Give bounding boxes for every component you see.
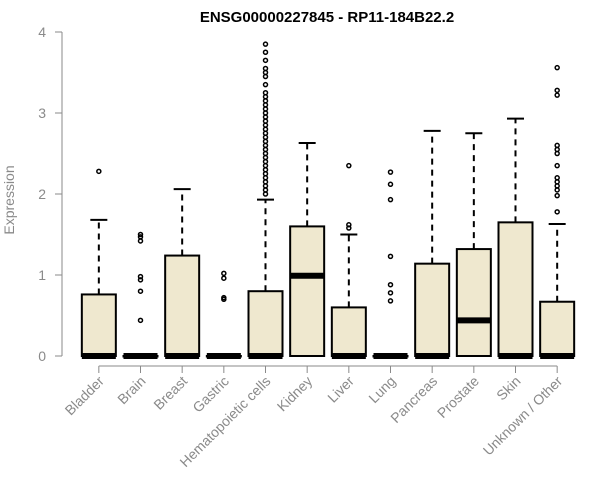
outlier-point bbox=[554, 162, 560, 169]
box-7 bbox=[372, 169, 409, 359]
box-rect bbox=[497, 221, 534, 357]
outlier-point bbox=[137, 234, 144, 240]
outlier-point bbox=[221, 275, 227, 281]
outlier-point bbox=[137, 317, 144, 324]
boxes-group bbox=[80, 41, 576, 359]
outlier-point bbox=[387, 281, 394, 288]
box-0 bbox=[80, 168, 117, 359]
outlier-point bbox=[221, 270, 227, 277]
outlier-point bbox=[387, 290, 394, 296]
outlier-point bbox=[554, 64, 560, 71]
box-9 bbox=[455, 132, 492, 357]
outlier-point bbox=[387, 196, 394, 203]
box-rect bbox=[414, 262, 451, 357]
outlier-point bbox=[554, 175, 560, 181]
box-rect bbox=[330, 306, 367, 357]
y-axis: 0 1 2 3 4 bbox=[38, 24, 63, 364]
y-tick-label: 0 bbox=[38, 348, 46, 364]
outlier-point bbox=[262, 57, 269, 64]
outlier-point bbox=[554, 142, 560, 149]
x-tick-label: Breast bbox=[150, 373, 190, 413]
outlier-point bbox=[554, 192, 560, 199]
y-axis-label: Expression bbox=[1, 165, 17, 234]
outlier-point bbox=[262, 90, 269, 96]
box-2 bbox=[164, 188, 201, 359]
box-rect bbox=[455, 248, 492, 357]
x-tick-label: Prostate bbox=[434, 373, 482, 421]
box-8 bbox=[414, 129, 451, 359]
outlier-point bbox=[262, 49, 269, 55]
box-3 bbox=[205, 270, 242, 359]
outlier-point bbox=[137, 231, 144, 238]
outlier-point bbox=[554, 87, 560, 94]
y-tick-label: 4 bbox=[38, 24, 46, 40]
y-tick-label: 2 bbox=[38, 186, 46, 202]
x-tick-label: Bladder bbox=[62, 373, 108, 419]
outlier-point bbox=[221, 294, 227, 301]
x-tick-label: Unknown / Other bbox=[480, 373, 566, 459]
x-tick-label: Skin bbox=[493, 373, 524, 404]
box-11 bbox=[539, 64, 576, 359]
outlier-point bbox=[387, 298, 394, 304]
box-10 bbox=[497, 117, 534, 359]
outlier-point bbox=[346, 222, 352, 228]
box-rect bbox=[247, 290, 284, 358]
x-tick-label: Lung bbox=[365, 373, 398, 406]
box-1 bbox=[122, 231, 159, 359]
outlier-point bbox=[137, 277, 144, 283]
box-rect bbox=[289, 225, 326, 357]
box-4 bbox=[247, 41, 284, 359]
x-tick-label: Brain bbox=[114, 373, 148, 407]
outlier-point bbox=[554, 209, 560, 215]
outlier-point bbox=[346, 225, 352, 231]
outlier-point bbox=[262, 81, 269, 88]
box-rect bbox=[539, 300, 576, 358]
y-tick-label: 1 bbox=[38, 267, 46, 283]
outlier-point bbox=[262, 41, 269, 47]
outlier-point bbox=[346, 162, 352, 169]
x-tick-label: Liver bbox=[324, 373, 357, 406]
y-tick-label: 3 bbox=[38, 105, 46, 121]
outlier-point bbox=[96, 168, 102, 175]
outlier-point bbox=[137, 273, 144, 280]
box-rect bbox=[164, 254, 201, 357]
outlier-point bbox=[554, 92, 560, 98]
outlier-point bbox=[387, 169, 394, 175]
outlier-point bbox=[137, 288, 144, 294]
outlier-point bbox=[387, 253, 394, 260]
x-tick-label: Kidney bbox=[274, 373, 316, 415]
box-5 bbox=[289, 141, 326, 357]
box-rect bbox=[80, 293, 117, 358]
outlier-point bbox=[387, 181, 394, 188]
outlier-point bbox=[262, 65, 269, 72]
chart-title: ENSG00000227845 - RP11-184B22.2 bbox=[200, 9, 454, 26]
box-6 bbox=[330, 162, 367, 359]
